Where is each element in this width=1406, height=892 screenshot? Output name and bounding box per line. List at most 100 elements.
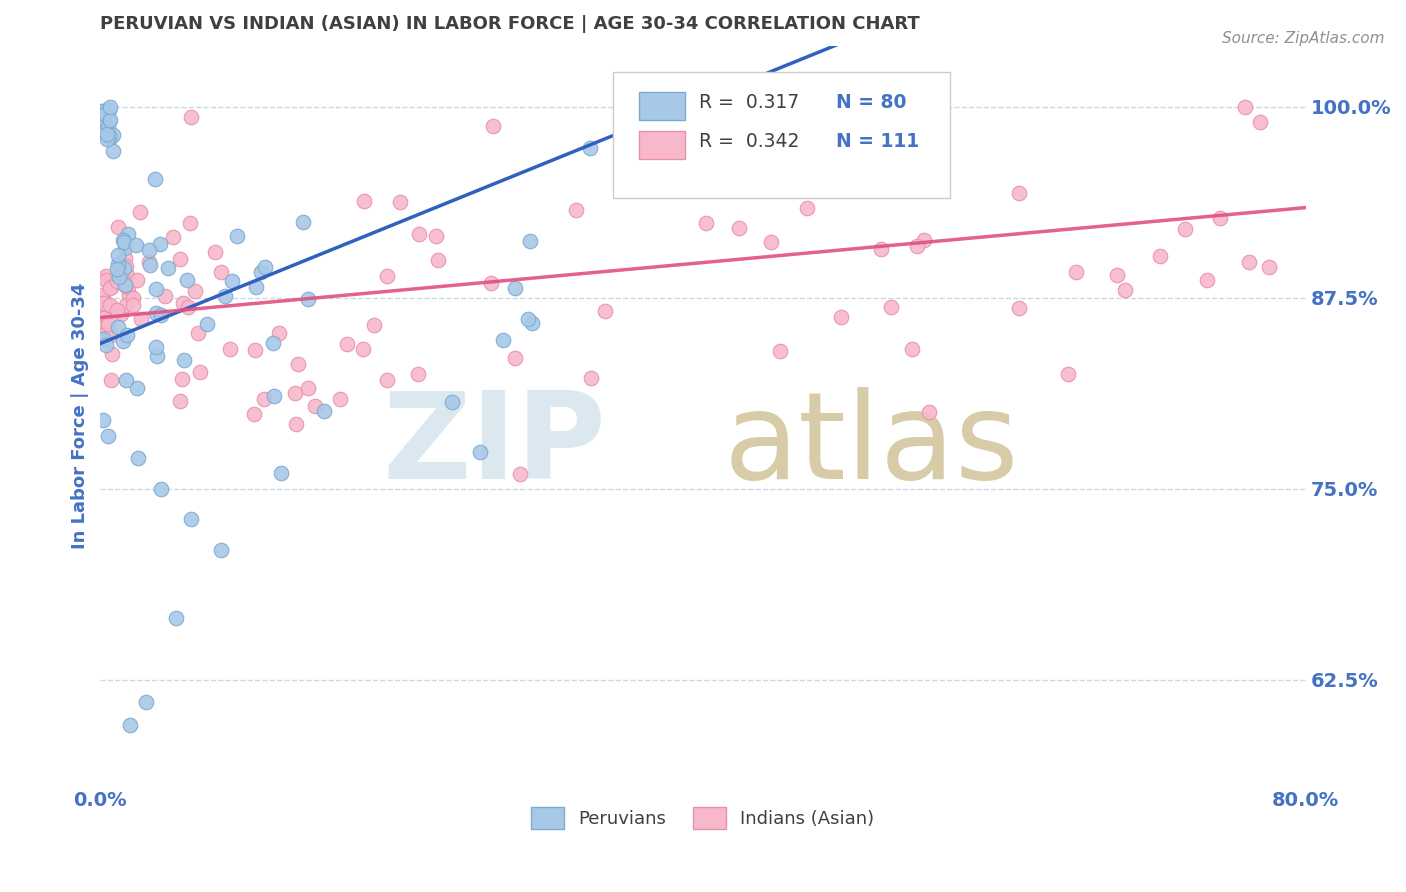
Point <box>145 282 167 296</box>
Point <box>97 429 120 443</box>
Point <box>253 260 276 274</box>
Point <box>492 333 515 347</box>
Point <box>101 144 124 158</box>
Point <box>138 254 160 268</box>
Point <box>426 252 449 267</box>
Point <box>135 696 157 710</box>
Point <box>93 104 115 119</box>
Point <box>218 342 240 356</box>
Point <box>262 335 284 350</box>
Point <box>114 252 136 266</box>
Point <box>1208 211 1230 226</box>
Point <box>100 113 122 128</box>
Point <box>94 268 117 283</box>
Point <box>406 367 429 381</box>
Point <box>1195 273 1218 287</box>
Point <box>169 252 191 266</box>
Point <box>187 326 209 341</box>
Point <box>90 288 112 302</box>
Point <box>98 298 121 312</box>
Point <box>112 233 135 247</box>
Point <box>901 342 924 356</box>
Point <box>425 229 447 244</box>
Point <box>131 312 153 326</box>
Point <box>125 273 148 287</box>
Point <box>94 112 117 127</box>
Point <box>287 357 309 371</box>
Point <box>1008 301 1031 315</box>
Legend: Peruvians, Indians (Asian): Peruvians, Indians (Asian) <box>524 800 882 837</box>
Point <box>184 284 207 298</box>
Point <box>120 718 142 732</box>
Point <box>270 467 292 481</box>
Point <box>96 299 118 313</box>
Point <box>1064 264 1087 278</box>
Point <box>179 216 201 230</box>
Point <box>97 120 120 135</box>
Point <box>481 119 503 133</box>
Point <box>503 281 526 295</box>
Point <box>93 319 115 334</box>
Point <box>110 307 132 321</box>
Point <box>100 327 122 342</box>
Point <box>1237 255 1260 269</box>
Point <box>162 230 184 244</box>
Point <box>176 273 198 287</box>
Point <box>284 386 307 401</box>
Point <box>297 292 319 306</box>
Point <box>1258 260 1281 275</box>
Point <box>91 112 114 127</box>
Point <box>101 346 124 360</box>
Text: N = 80: N = 80 <box>835 93 905 112</box>
Point <box>127 381 149 395</box>
Point <box>114 278 136 293</box>
Point <box>107 247 129 261</box>
Point <box>830 310 852 324</box>
Point <box>352 342 374 356</box>
Point <box>91 332 114 346</box>
Text: R =  0.317: R = 0.317 <box>699 93 800 112</box>
Point <box>759 235 782 249</box>
Point <box>97 317 120 331</box>
Point <box>519 234 541 248</box>
Point <box>114 278 136 293</box>
Point <box>907 239 929 253</box>
Point <box>214 288 236 302</box>
Point <box>153 289 176 303</box>
Point <box>112 334 135 348</box>
Point <box>375 269 398 284</box>
Point <box>204 245 226 260</box>
Point <box>93 106 115 120</box>
Point <box>579 371 602 385</box>
Point <box>180 512 202 526</box>
Point <box>363 318 385 332</box>
Bar <box>640 92 685 120</box>
Text: ZIP: ZIP <box>382 387 606 504</box>
Point <box>138 244 160 258</box>
Point <box>145 306 167 320</box>
Point <box>114 241 136 255</box>
Point <box>107 320 129 334</box>
Point <box>329 392 352 406</box>
Point <box>98 131 121 145</box>
Text: PERUVIAN VS INDIAN (ASIAN) IN LABOR FORCE | AGE 30-34 CORRELATION CHART: PERUVIAN VS INDIAN (ASIAN) IN LABOR FORC… <box>100 15 920 33</box>
Point <box>579 141 602 155</box>
Point <box>122 298 145 312</box>
Point <box>165 611 187 625</box>
Point <box>93 323 115 337</box>
Text: N = 111: N = 111 <box>835 133 918 152</box>
Point <box>336 337 359 351</box>
Point <box>263 389 285 403</box>
Point <box>115 277 138 291</box>
Point <box>117 268 139 282</box>
Point <box>93 310 115 325</box>
Point <box>149 308 172 322</box>
Point <box>94 107 117 121</box>
Point <box>117 279 139 293</box>
Point <box>509 467 531 481</box>
Text: R =  0.342: R = 0.342 <box>699 133 800 152</box>
Point <box>505 351 527 365</box>
Point <box>242 407 264 421</box>
Point <box>769 344 792 359</box>
Point <box>91 106 114 120</box>
